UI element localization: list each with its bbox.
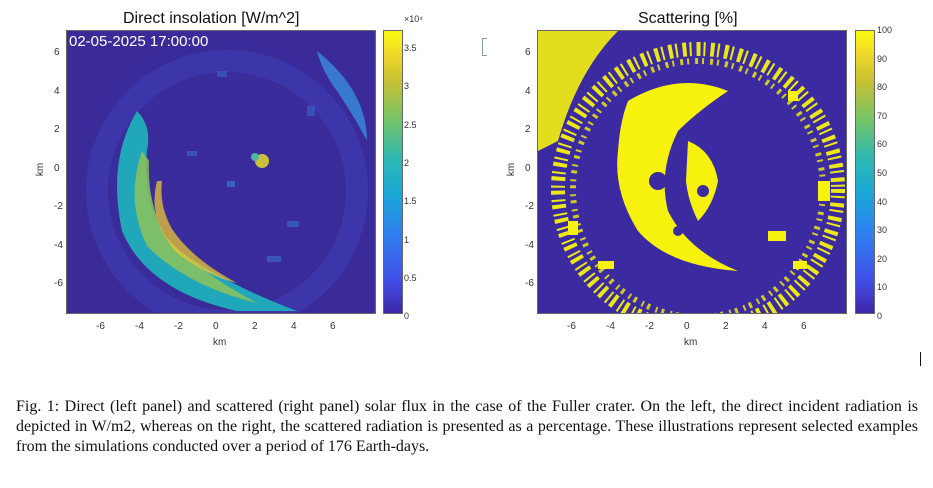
x-tick-label: 6 (801, 321, 807, 332)
y-tick-label: 4 (525, 85, 531, 97)
right-colorbar (855, 30, 875, 314)
colorbar-tick-label: 40 (877, 196, 888, 207)
y-tick-label: 4 (54, 85, 60, 97)
colorbar-tick-label: 0 (404, 311, 410, 322)
y-tick-label: -4 (525, 239, 534, 251)
x-tick-label: -6 (567, 321, 576, 332)
colorbar-tick-label: 2.5 (404, 119, 417, 130)
y-tick-label: -2 (54, 201, 63, 212)
y-tick-label: 2 (54, 124, 60, 135)
colorbar-tick-label: 3.5 (404, 43, 417, 53)
colorbar-tick-label: 0 (877, 311, 883, 321)
x-tick-label: -2 (174, 321, 183, 332)
colorbar-tick-label: 80 (877, 82, 888, 93)
left-panel-title: Direct insolation [W/m^2] (123, 10, 300, 27)
right-x-axis-label: km (684, 337, 698, 348)
colorbar-tick-label: 3 (404, 81, 410, 92)
x-tick-label: 4 (762, 321, 768, 332)
right-y-axis-label: km (506, 162, 518, 177)
scattering-map (538, 31, 846, 313)
y-tick-label: -4 (54, 239, 63, 251)
left-colorbar (383, 30, 403, 314)
y-tick-label: 6 (525, 47, 531, 58)
colorbar-tick-label: 90 (877, 53, 888, 64)
left-colorbar-exponent: ×10⁴ (404, 14, 424, 24)
left-x-axis-label: km (213, 337, 227, 348)
x-tick-label: 0 (213, 321, 219, 332)
x-tick-label: -4 (606, 321, 615, 332)
left-heatmap-axes: 02-05-2025 17:00:00 (66, 30, 376, 314)
x-tick-label: -6 (96, 321, 105, 332)
bracket-glyph (482, 38, 487, 56)
y-tick-label: 2 (525, 124, 531, 135)
direct-insolation-map (67, 31, 375, 313)
y-tick-label: 6 (54, 47, 60, 58)
x-tick-label: 2 (252, 321, 258, 332)
figure-caption: Fig. 1: Direct (left panel) and scattere… (16, 398, 918, 455)
text-cursor (920, 352, 921, 366)
colorbar-tick-label: 1.5 (404, 196, 417, 207)
x-tick-label: 4 (291, 321, 297, 332)
y-tick-label: -2 (525, 201, 534, 212)
colorbar-tick-label: 30 (877, 225, 888, 236)
colorbar-tick-label: 100 (877, 25, 893, 35)
colorbar-tick-label: 50 (877, 168, 888, 178)
right-heatmap-axes (537, 30, 847, 314)
timestamp-overlay: 02-05-2025 17:00:00 (69, 33, 209, 50)
y-tick-label: 0 (54, 162, 60, 174)
right-panel-title: Scattering [%] (638, 10, 738, 27)
colorbar-tick-label: 70 (877, 110, 888, 121)
colorbar-tick-label: 0.5 (404, 272, 417, 283)
x-tick-label: -2 (645, 321, 654, 332)
y-tick-label: 0 (525, 162, 531, 174)
colorbar-tick-label: 20 (877, 253, 888, 264)
x-tick-label: 2 (723, 321, 729, 332)
colorbar-tick-label: 60 (877, 139, 888, 150)
x-tick-label: 0 (684, 321, 690, 332)
left-y-axis-label: km (35, 162, 47, 177)
y-tick-label: -6 (525, 278, 534, 289)
x-tick-label: -4 (135, 321, 144, 332)
colorbar-tick-label: 2 (404, 157, 410, 168)
x-tick-label: 6 (330, 321, 336, 332)
colorbar-tick-label: 10 (877, 282, 888, 293)
colorbar-tick-label: 1 (404, 234, 410, 245)
y-tick-label: -6 (54, 278, 63, 289)
